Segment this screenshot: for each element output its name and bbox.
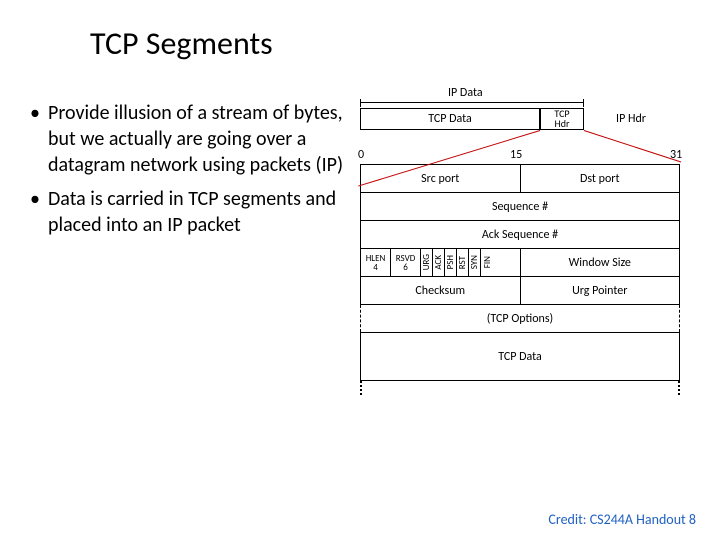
credit-line: Credit: CS244A Handout 8 bbox=[548, 511, 696, 528]
tcp-diagram: IP Data TCP Data TCP Hdr IP Hdr 0 15 31 … bbox=[360, 86, 700, 395]
flag-ack: ACK bbox=[433, 249, 445, 276]
flags-cell: HLEN 4 RSVD 6 URG ACK PSH RST SYN FIN bbox=[361, 249, 521, 277]
flag-rst: RST bbox=[457, 249, 469, 276]
flag-syn: SYN bbox=[469, 249, 481, 276]
flag-fin: FIN bbox=[481, 249, 493, 276]
seq-cell: Sequence # bbox=[361, 193, 680, 221]
bullet-item: Provide illusion of a stream of bytes, b… bbox=[30, 100, 350, 178]
ip-data-bracket bbox=[360, 102, 584, 103]
bit-ruler: 0 15 31 bbox=[360, 148, 700, 164]
flag-psh: PSH bbox=[445, 249, 457, 276]
flag-urg: URG bbox=[421, 249, 433, 276]
bullet-item: Data is carried in TCP segments and plac… bbox=[30, 186, 350, 238]
window-cell: Window Size bbox=[520, 249, 680, 277]
bullet-list: Provide illusion of a stream of bytes, b… bbox=[30, 100, 350, 246]
dst-port-cell: Dst port bbox=[520, 165, 680, 193]
tcp-data-cell: TCP Data bbox=[360, 108, 540, 130]
hlen-cell: HLEN 4 bbox=[361, 249, 391, 276]
ip-hdr-cell: IP Hdr bbox=[598, 108, 664, 130]
tcp-hdr-line2: Hdr bbox=[555, 119, 570, 129]
bit-15: 15 bbox=[510, 148, 522, 162]
urgptr-cell: Urg Pointer bbox=[520, 277, 680, 305]
encapsulation-bar: IP Data TCP Data TCP Hdr IP Hdr bbox=[360, 86, 700, 146]
slide-title: TCP Segments bbox=[90, 24, 273, 63]
tcp-data-payload-cell: TCP Data bbox=[361, 333, 680, 381]
options-cell: (TCP Options) bbox=[361, 305, 680, 333]
bit-31: 31 bbox=[670, 148, 682, 162]
tcp-header-table: Src port Dst port Sequence # Ack Sequenc… bbox=[360, 164, 680, 381]
bit-0: 0 bbox=[358, 148, 364, 162]
dotted-continuation bbox=[360, 381, 680, 395]
rsvd-cell: RSVD 6 bbox=[391, 249, 421, 276]
tcp-hdr-cell: TCP Hdr bbox=[540, 108, 584, 130]
checksum-cell: Checksum bbox=[361, 277, 521, 305]
ack-cell: Ack Sequence # bbox=[361, 221, 680, 249]
ip-data-label: IP Data bbox=[448, 86, 483, 100]
